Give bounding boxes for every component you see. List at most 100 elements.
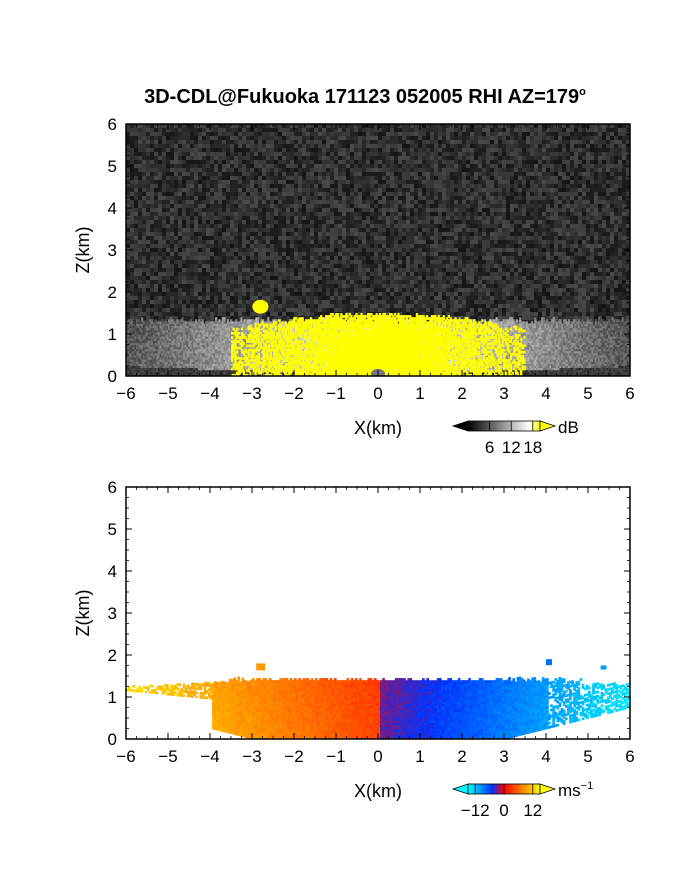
noise-cell: [370, 168, 374, 172]
noise-cell: [490, 240, 494, 244]
noise-cell: [242, 140, 246, 144]
noise-cell: [398, 192, 402, 196]
noise-cell: [174, 152, 178, 156]
noise-cell: [482, 192, 486, 196]
noise-cell: [618, 148, 622, 152]
noise-cell: [598, 156, 602, 160]
noise-cell: [366, 172, 370, 176]
noise-cell: [474, 240, 478, 244]
noise-cell: [606, 252, 610, 256]
noise-cell: [482, 184, 486, 188]
noise-cell: [454, 264, 458, 268]
noise-cell: [390, 212, 394, 216]
noise-cell: [218, 196, 222, 200]
noise-cell: [258, 192, 262, 196]
noise-cell: [398, 268, 402, 272]
noise-cell: [598, 168, 602, 172]
noise-cell: [226, 192, 230, 196]
noise-cell: [298, 252, 302, 256]
noise-cell: [422, 148, 426, 152]
noise-cell: [286, 132, 290, 136]
noise-cell: [258, 212, 262, 216]
noise-cell: [370, 208, 374, 212]
noise-cell: [242, 224, 246, 228]
noise-cell: [226, 256, 230, 260]
noise-cell: [462, 272, 466, 276]
noise-cell: [566, 144, 570, 148]
noise-cell: [530, 240, 534, 244]
noise-cell: [362, 272, 366, 276]
noise-cell: [618, 252, 622, 256]
noise-cell: [298, 236, 302, 240]
noise-cell: [426, 204, 430, 208]
noise-cell: [618, 124, 622, 128]
noise-cell: [382, 224, 386, 228]
noise-cell: [250, 260, 254, 264]
noise-cell: [458, 228, 462, 232]
noise-cell: [606, 224, 610, 228]
noise-cell: [146, 232, 150, 236]
noise-cell: [242, 124, 246, 128]
noise-cell: [574, 140, 578, 144]
noise-cell: [342, 152, 346, 156]
noise-cell: [386, 224, 390, 228]
noise-cell: [554, 164, 558, 168]
noise-cell: [470, 212, 474, 216]
noise-cell: [486, 192, 490, 196]
noise-cell: [318, 124, 322, 128]
noise-cell: [622, 240, 626, 244]
noise-cell: [478, 240, 482, 244]
noise-cell: [498, 208, 502, 212]
noise-cell: [514, 136, 518, 140]
noise-cell: [522, 188, 526, 192]
noise-cell: [314, 172, 318, 176]
noise-cell: [342, 156, 346, 160]
noise-cell: [218, 256, 222, 260]
noise-cell: [566, 172, 570, 176]
noise-cell: [142, 136, 146, 140]
noise-cell: [438, 132, 442, 136]
noise-cell: [418, 228, 422, 232]
noise-cell: [378, 192, 382, 196]
noise-cell: [306, 160, 310, 164]
noise-cell: [378, 132, 382, 136]
noise-cell: [306, 204, 310, 208]
noise-cell: [410, 136, 414, 140]
noise-cell: [390, 136, 394, 140]
noise-cell: [430, 152, 434, 156]
noise-cell: [422, 156, 426, 160]
noise-cell: [270, 260, 274, 264]
noise-cell: [342, 252, 346, 256]
noise-cell: [174, 260, 178, 264]
noise-cell: [534, 128, 538, 132]
noise-cell: [562, 232, 566, 236]
noise-cell: [298, 172, 302, 176]
noise-cell: [610, 140, 614, 144]
noise-cell: [334, 236, 338, 240]
noise-cell: [418, 264, 422, 268]
noise-cell: [558, 192, 562, 196]
noise-cell: [546, 260, 550, 264]
noise-cell: [318, 272, 322, 276]
noise-cell: [522, 260, 526, 264]
noise-cell: [174, 172, 178, 176]
noise-cell: [126, 264, 130, 268]
noise-cell: [334, 264, 338, 268]
noise-cell: [414, 144, 418, 148]
noise-cell: [150, 156, 154, 160]
noise-cell: [178, 244, 182, 248]
noise-cell: [278, 272, 282, 276]
noise-cell: [526, 212, 530, 216]
noise-cell: [546, 180, 550, 184]
noise-cell: [510, 220, 514, 224]
noise-cell: [402, 212, 406, 216]
noise-cell: [314, 212, 318, 216]
noise-cell: [254, 180, 258, 184]
noise-cell: [222, 228, 226, 232]
noise-cell: [166, 216, 170, 220]
noise-cell: [610, 152, 614, 156]
noise-cell: [462, 168, 466, 172]
noise-cell: [286, 140, 290, 144]
noise-cell: [146, 260, 150, 264]
noise-cell: [566, 224, 570, 228]
